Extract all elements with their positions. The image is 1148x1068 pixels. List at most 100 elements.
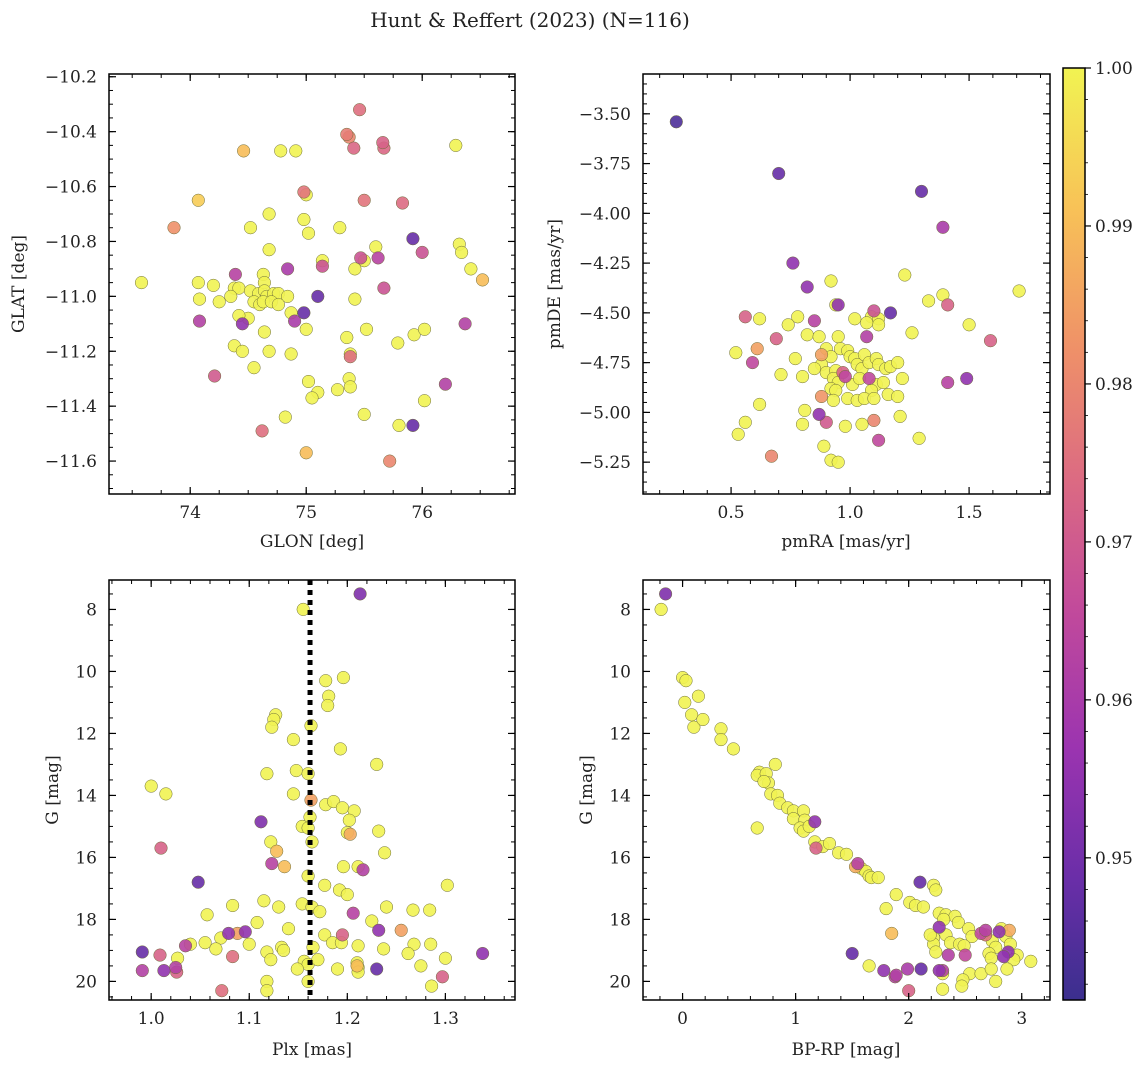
y-tick-label: 14 bbox=[75, 786, 97, 806]
data-point bbox=[798, 403, 812, 417]
data-point bbox=[343, 350, 357, 364]
colorbar-tick-label: 0.95 bbox=[1095, 849, 1133, 869]
data-point bbox=[781, 318, 795, 332]
data-point bbox=[301, 374, 316, 389]
data-point bbox=[831, 298, 845, 312]
data-point bbox=[353, 587, 367, 601]
data-point bbox=[415, 245, 429, 259]
data-point bbox=[383, 454, 397, 468]
data-point bbox=[401, 946, 415, 961]
data-point bbox=[235, 317, 249, 331]
pm-ticks: 0.5 1.0 1.5 −3.50 −3.75 −4.00 −4.25 −4.50 −4.75 −… bbox=[579, 73, 1050, 523]
y-tick-label: −10.6 bbox=[45, 178, 97, 198]
data-point bbox=[983, 334, 998, 348]
data-point bbox=[929, 883, 943, 897]
x-tick-label: 3 bbox=[1016, 1009, 1027, 1029]
data-point bbox=[406, 903, 420, 917]
data-point bbox=[379, 900, 394, 914]
data-point bbox=[923, 928, 937, 942]
data-point bbox=[929, 945, 943, 959]
data-point bbox=[916, 900, 930, 914]
y-tick-label: 12 bbox=[75, 724, 97, 744]
x-tick-label: 0.5 bbox=[718, 503, 745, 523]
data-point bbox=[831, 455, 845, 469]
colorbar: 0.95 0.96 0.97 0.98 0.99 1.00 bbox=[1062, 59, 1133, 1001]
data-point bbox=[893, 409, 907, 423]
data-point bbox=[347, 141, 361, 155]
data-point bbox=[826, 393, 840, 407]
data-point bbox=[862, 371, 876, 386]
data-point bbox=[335, 801, 349, 815]
data-point bbox=[824, 274, 838, 288]
data-point bbox=[301, 226, 316, 240]
data-point bbox=[992, 925, 1006, 939]
cmd-xlabel: BP-RP [mag] bbox=[792, 1040, 901, 1060]
data-point bbox=[1012, 284, 1026, 298]
data-point bbox=[286, 733, 300, 747]
data-point bbox=[299, 446, 313, 460]
data-point bbox=[872, 433, 886, 447]
data-point bbox=[277, 860, 292, 874]
data-point bbox=[867, 413, 881, 427]
data-point bbox=[264, 835, 278, 849]
data-point bbox=[167, 221, 181, 235]
sky-ticks: 74 75 76 −10.2 −10.4 −10.6 −10.8 −11.0 −11.2 −11.… bbox=[45, 68, 515, 523]
data-point bbox=[198, 936, 212, 950]
data-point bbox=[714, 733, 728, 747]
data-point bbox=[862, 959, 876, 973]
data-point bbox=[265, 857, 279, 871]
x-tick-label: 0 bbox=[677, 1009, 688, 1029]
data-point bbox=[914, 962, 928, 976]
data-point bbox=[795, 417, 810, 431]
colorbar-gradient bbox=[1062, 67, 1086, 1001]
data-point bbox=[288, 314, 302, 328]
data-point bbox=[351, 939, 365, 953]
data-point bbox=[958, 948, 972, 962]
data-point bbox=[346, 906, 360, 920]
x-tick-label: 1.0 bbox=[138, 1009, 165, 1029]
data-point bbox=[297, 185, 311, 199]
data-point bbox=[808, 815, 822, 829]
y-tick-label: −4.50 bbox=[579, 304, 631, 324]
data-point bbox=[812, 330, 826, 344]
data-point bbox=[134, 276, 149, 290]
y-tick-label: −3.75 bbox=[579, 155, 631, 175]
data-point bbox=[271, 298, 285, 312]
data-point bbox=[257, 894, 271, 908]
data-point bbox=[438, 951, 452, 965]
data-point bbox=[696, 712, 710, 727]
data-point bbox=[891, 356, 905, 370]
cmd-ylabel: G [mag] bbox=[577, 755, 597, 824]
data-point bbox=[313, 905, 327, 919]
data-point bbox=[281, 289, 295, 303]
data-point bbox=[226, 898, 240, 913]
data-point bbox=[979, 923, 993, 937]
y-tick-label: 10 bbox=[609, 662, 631, 682]
data-point bbox=[839, 847, 854, 861]
data-point bbox=[144, 779, 158, 793]
data-point bbox=[753, 312, 767, 326]
sky-axes-frame bbox=[108, 73, 516, 495]
data-point bbox=[330, 383, 345, 397]
data-point bbox=[159, 787, 173, 801]
data-point bbox=[414, 959, 428, 973]
y-tick-label: 18 bbox=[75, 910, 97, 930]
data-point bbox=[889, 888, 903, 902]
data-point bbox=[831, 330, 845, 344]
pm-xlabel: pmRA [mas/yr] bbox=[781, 532, 910, 552]
y-tick-label: −10.8 bbox=[45, 232, 97, 252]
data-point bbox=[807, 314, 821, 328]
data-point bbox=[753, 397, 767, 411]
data-point bbox=[350, 959, 364, 973]
data-point bbox=[941, 298, 955, 312]
data-point bbox=[889, 968, 903, 982]
data-point bbox=[372, 923, 386, 937]
colorbar-tick-label: 0.98 bbox=[1095, 375, 1133, 395]
data-point bbox=[997, 950, 1011, 964]
y-tick-label: −3.50 bbox=[579, 105, 631, 125]
data-point bbox=[377, 942, 391, 956]
data-point bbox=[867, 304, 881, 318]
data-point bbox=[354, 251, 368, 265]
